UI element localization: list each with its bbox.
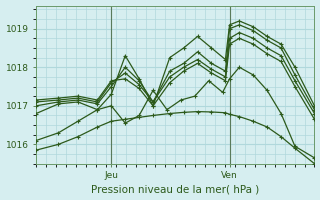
X-axis label: Pression niveau de la mer( hPa ): Pression niveau de la mer( hPa ): [91, 184, 260, 194]
